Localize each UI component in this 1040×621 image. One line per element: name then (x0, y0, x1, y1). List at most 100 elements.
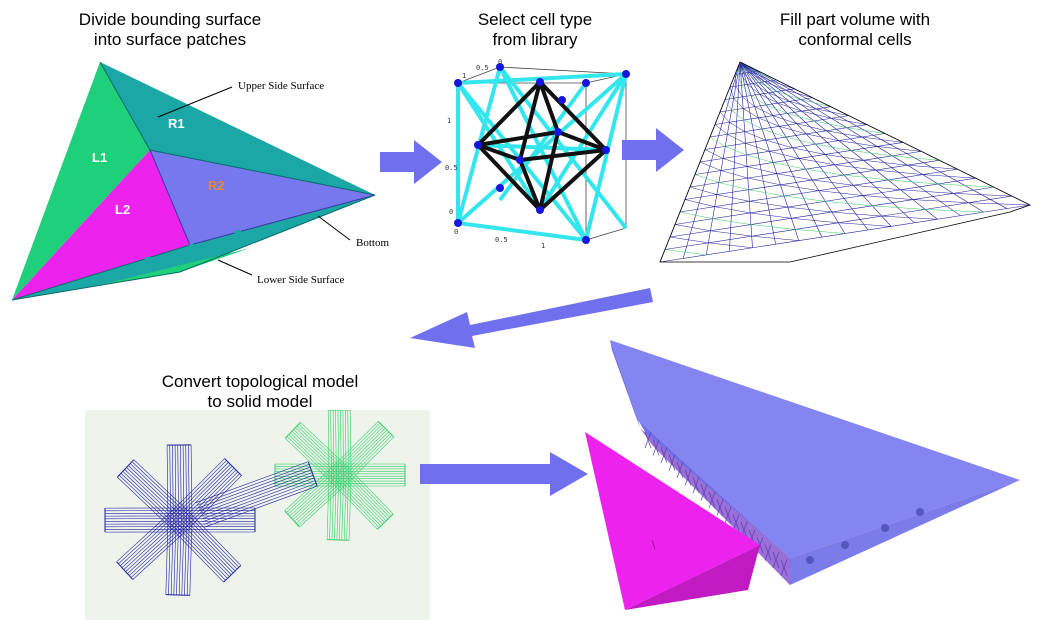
wire-strut (123, 518, 180, 570)
wire-strut (184, 515, 238, 570)
mesh-strut (752, 83, 769, 94)
mesh-strut (761, 128, 787, 138)
wire-strut (171, 458, 225, 512)
wire-strut (297, 481, 346, 526)
step2-title-line2: from library (492, 30, 578, 49)
mesh-strut (739, 61, 961, 216)
magenta-part-side (625, 545, 760, 610)
mesh-strut (922, 174, 976, 179)
wire-strut (126, 467, 182, 520)
wire-strut (347, 410, 349, 475)
wire-strut (178, 465, 233, 520)
mesh-strut (881, 215, 938, 220)
solid-top-face (610, 340, 1020, 558)
mesh-strut (679, 211, 713, 219)
wire-strut (188, 511, 242, 566)
mesh-strut (814, 120, 847, 128)
mesh-strut (792, 147, 826, 155)
wire-strut (349, 410, 352, 475)
mesh-strut (733, 97, 744, 109)
patch-l1 (12, 62, 150, 300)
tick-top-0: 0 (498, 58, 502, 66)
mesh-strut (801, 110, 832, 119)
wire-strut (307, 461, 318, 487)
patch-r2 (150, 150, 375, 245)
wire-strut (348, 475, 352, 541)
wire-strut (178, 520, 232, 575)
wire-strut (294, 477, 343, 522)
wire-strut (340, 410, 342, 475)
wire-strut (185, 444, 187, 520)
tick-bottom-0: 0 (454, 228, 458, 236)
mesh-strut (709, 136, 726, 147)
mesh-strut (759, 93, 778, 104)
solid-side-face (610, 340, 640, 428)
mesh-strut (861, 136, 904, 143)
mesh-strut (729, 122, 745, 132)
mesh-strut (739, 61, 744, 74)
mesh-strut (872, 205, 926, 210)
mesh-strut (764, 81, 786, 91)
solid-hole (806, 556, 814, 564)
tick-top-1: 1 (462, 72, 466, 80)
mesh-strut (843, 174, 889, 181)
wire-strut (342, 431, 389, 478)
mesh-strut (758, 82, 778, 92)
step3-title-line1: Fill part volume with (779, 10, 931, 29)
lattice-strut (764, 544, 772, 561)
wire-strut (204, 485, 318, 528)
mesh-strut (714, 206, 751, 214)
label-r1: R1 (168, 116, 185, 131)
wire-strut (171, 528, 224, 583)
wire-strut (332, 410, 335, 476)
mesh-strut (770, 80, 795, 90)
mesh-strut (834, 164, 876, 171)
lattice-strut (772, 551, 780, 569)
mesh-strut (772, 162, 806, 170)
mesh-strut (674, 224, 711, 232)
wire-strut (326, 474, 330, 540)
mesh-strut (740, 73, 748, 85)
lattice-strut (660, 446, 668, 464)
mesh-strut (846, 127, 886, 134)
wire-strut (180, 518, 234, 574)
wire-strut (292, 475, 342, 521)
panel-background (85, 410, 430, 620)
wire-strut (329, 474, 332, 540)
mesh-strut (768, 92, 790, 102)
mesh-strut (787, 113, 815, 122)
wire-strut (178, 520, 182, 596)
mesh-strut (729, 86, 734, 99)
mesh-strut (777, 102, 802, 112)
mesh-strut (785, 89, 813, 98)
mesh-strut (776, 91, 802, 100)
mesh-strut (746, 72, 760, 83)
mesh-strut (892, 155, 940, 161)
mesh-strut (812, 179, 854, 186)
mesh-strut (888, 179, 939, 185)
wire-strut (186, 513, 240, 568)
wire-strut (120, 473, 176, 526)
wire-strut (332, 421, 379, 468)
lattice-strut (780, 559, 788, 576)
wire-strut (116, 510, 173, 563)
hole-marker (144, 256, 152, 264)
wire-strut (116, 561, 134, 580)
solid-hole (916, 508, 924, 516)
wire-strut (169, 445, 171, 521)
mesh-strut (742, 108, 759, 119)
mesh-strut (720, 170, 748, 179)
black-struts (476, 80, 608, 212)
wire-strut (124, 469, 180, 522)
mesh-strut (784, 195, 826, 202)
mesh-strut (831, 118, 867, 125)
wire-strut (341, 475, 344, 541)
callout-line-lower (217, 259, 253, 276)
label-r2: R2 (208, 178, 225, 193)
wire-strut (180, 467, 235, 522)
lattice-strut (668, 454, 676, 471)
patch-edges-3 (11, 244, 191, 301)
wire-strut (340, 429, 388, 477)
wire-strut (202, 480, 316, 523)
tick-bottom-05: 0.5 (495, 236, 508, 244)
